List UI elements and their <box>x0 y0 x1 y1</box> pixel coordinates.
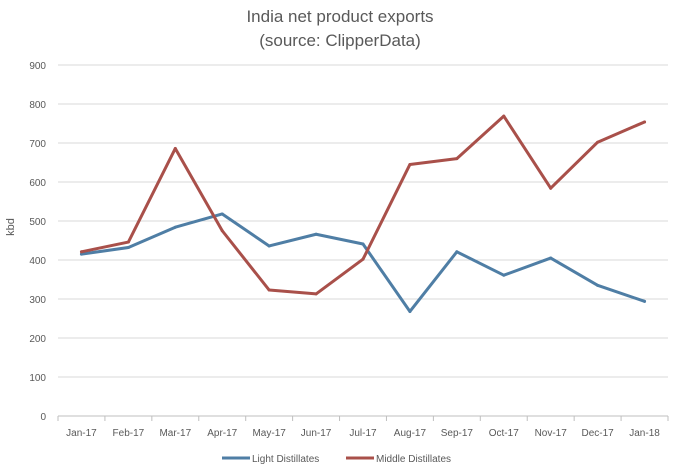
data-point <box>408 162 412 166</box>
data-point <box>79 250 83 254</box>
x-tick-label: Feb-17 <box>113 428 145 439</box>
data-point <box>455 250 459 254</box>
legend-label: Light Distillates <box>252 454 319 465</box>
x-tick-label: Jan-17 <box>66 428 97 439</box>
legend: Light Distillates Middle Distillates <box>222 454 451 465</box>
x-tick-label: Aug-17 <box>394 428 427 439</box>
y-tick-label: 900 <box>29 61 46 72</box>
x-tick-label: Sep-17 <box>441 428 474 439</box>
y-tick-label: 500 <box>29 217 46 228</box>
data-point <box>267 288 271 292</box>
data-point <box>596 283 600 287</box>
y-tick-label: 100 <box>29 373 46 384</box>
x-tick-label: Jul-17 <box>349 428 377 439</box>
data-point <box>408 309 412 313</box>
data-point <box>502 114 506 118</box>
data-point <box>549 256 553 260</box>
x-tick-label: Nov-17 <box>535 428 568 439</box>
x-tick-label: Dec-17 <box>581 428 614 439</box>
x-axis: Jan-17 Feb-17 Mar-17 Apr-17 May-17 Jun-17 Jul-… <box>57 415 669 439</box>
series-line-light-distillates <box>79 212 647 313</box>
x-tick-label: May-17 <box>252 428 286 439</box>
data-point <box>173 225 177 229</box>
data-point <box>643 120 647 124</box>
data-point <box>173 146 177 150</box>
y-tick-label: 700 <box>29 139 46 150</box>
data-point <box>220 212 224 216</box>
y-tick-label: 200 <box>29 334 46 345</box>
data-point <box>455 157 459 161</box>
y-tick-label: 0 <box>40 412 46 423</box>
x-tick-label: Oct-17 <box>489 428 519 439</box>
y-tick-label: 300 <box>29 295 46 306</box>
y-tick-label: 800 <box>29 100 46 111</box>
legend-label: Middle Distillates <box>376 454 451 465</box>
data-point <box>220 229 224 233</box>
chart-subtitle: (source: ClipperData) <box>259 31 421 50</box>
x-tick-label: Jan-18 <box>629 428 660 439</box>
data-point <box>126 246 130 250</box>
data-point <box>502 273 506 277</box>
data-point <box>361 242 365 246</box>
y-tick-label: 600 <box>29 178 46 189</box>
data-point <box>79 252 83 256</box>
x-tick-label: Mar-17 <box>159 428 191 439</box>
data-point <box>267 244 271 248</box>
y-axis-label: kbd <box>5 218 17 236</box>
data-point <box>314 292 318 296</box>
data-point <box>314 232 318 236</box>
chart-title: India net product exports <box>246 7 433 26</box>
gridlines <box>58 64 668 378</box>
data-point <box>361 257 365 261</box>
data-point <box>126 240 130 244</box>
data-point <box>643 299 647 303</box>
y-tick-label: 400 <box>29 256 46 267</box>
data-point <box>549 186 553 190</box>
data-point <box>596 140 600 144</box>
x-tick-label: Apr-17 <box>207 428 237 439</box>
y-axis-ticks: 0 100 200 300 400 500 600 700 800 900 <box>29 61 46 423</box>
x-tick-label: Jun-17 <box>301 428 332 439</box>
series-lines <box>79 114 647 313</box>
